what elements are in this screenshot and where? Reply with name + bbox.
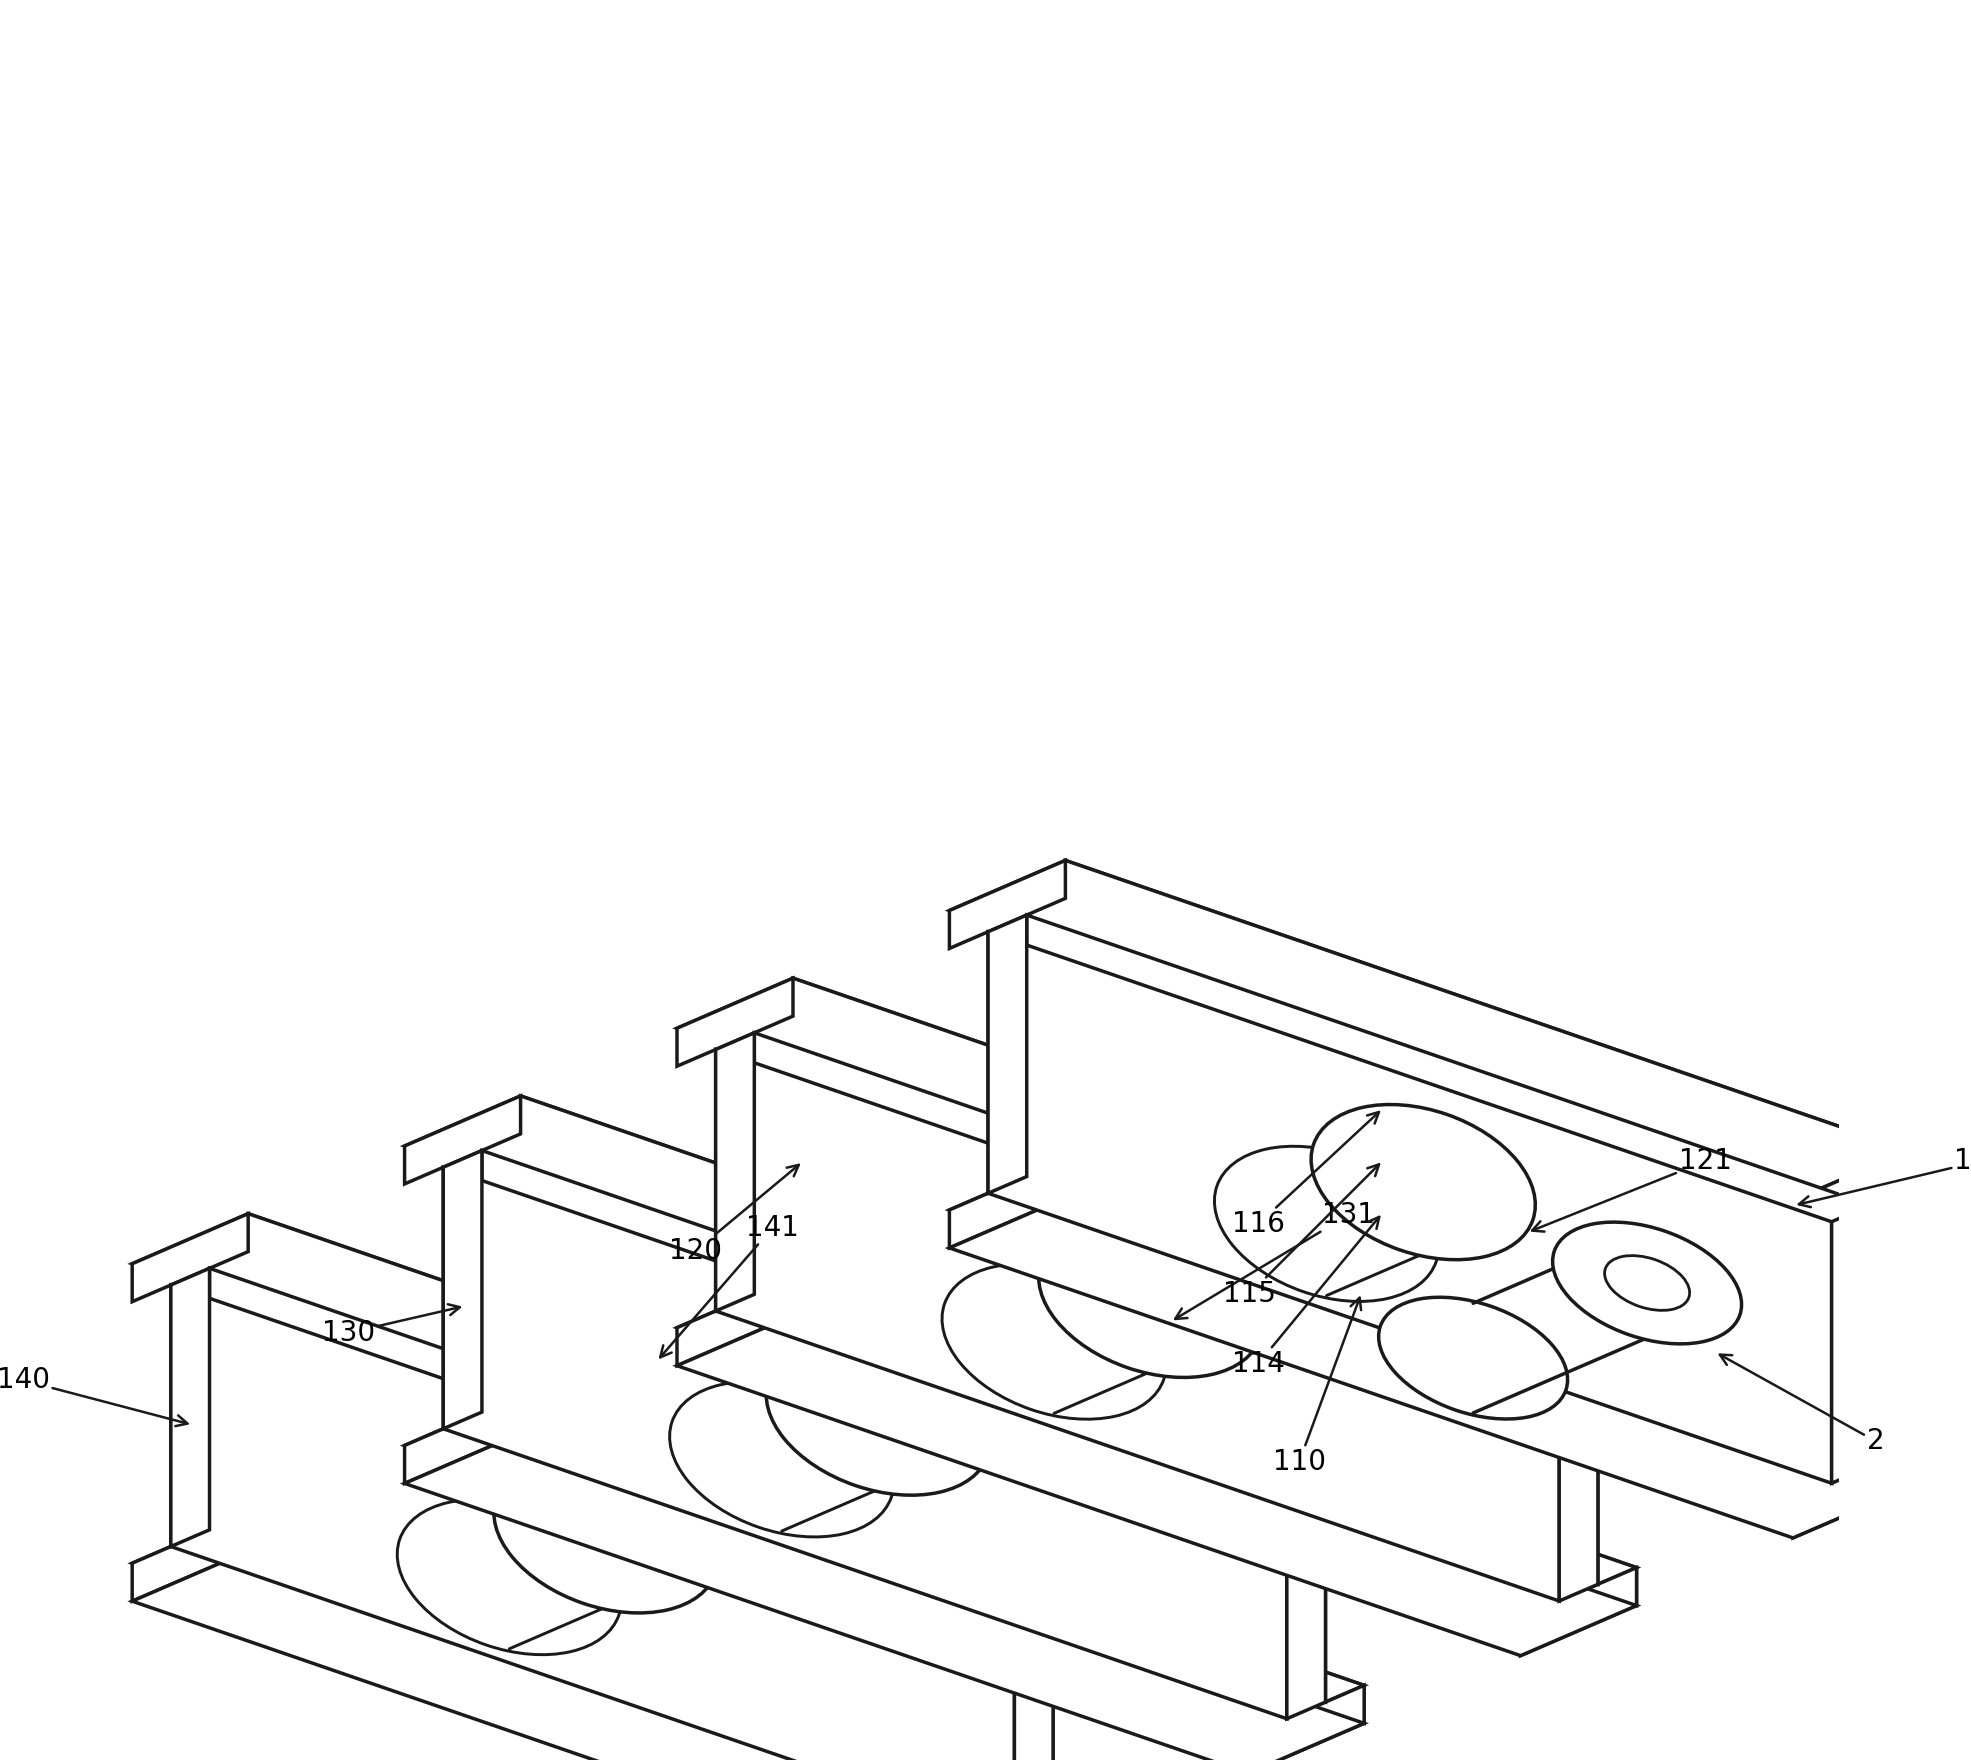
Polygon shape [715, 1049, 1559, 1601]
Polygon shape [676, 1278, 792, 1366]
Polygon shape [987, 933, 1831, 1483]
Text: 111: 111 [1800, 1148, 1971, 1208]
Ellipse shape [1553, 1222, 1742, 1343]
Polygon shape [404, 1395, 520, 1483]
Polygon shape [792, 1278, 1636, 1606]
Ellipse shape [1378, 1298, 1567, 1419]
Polygon shape [1248, 1386, 1364, 1474]
Text: 115: 115 [1222, 1164, 1380, 1308]
Ellipse shape [1311, 1105, 1535, 1261]
Polygon shape [132, 1513, 1092, 1763]
Polygon shape [132, 1213, 1092, 1553]
Polygon shape [404, 1097, 520, 1185]
Polygon shape [132, 1213, 248, 1301]
Text: 2: 2 [1721, 1354, 1884, 1454]
Ellipse shape [1214, 1146, 1439, 1301]
Polygon shape [950, 1160, 1910, 1500]
Polygon shape [520, 1097, 1364, 1425]
Polygon shape [950, 1197, 1910, 1537]
Text: 120: 120 [668, 1165, 798, 1266]
Polygon shape [1287, 1440, 1325, 1719]
Text: 114: 114 [1232, 1216, 1380, 1379]
Polygon shape [1027, 915, 1870, 1467]
Polygon shape [1831, 1206, 1870, 1483]
Polygon shape [404, 1395, 1364, 1735]
Ellipse shape [767, 1340, 991, 1495]
Polygon shape [404, 1433, 1364, 1763]
Polygon shape [171, 1268, 209, 1546]
Ellipse shape [1039, 1222, 1263, 1377]
Polygon shape [676, 1315, 1636, 1655]
Polygon shape [520, 1395, 1364, 1722]
Polygon shape [950, 1160, 1066, 1248]
Polygon shape [676, 978, 1636, 1319]
Ellipse shape [495, 1458, 717, 1613]
Text: 130: 130 [321, 1305, 459, 1347]
Polygon shape [483, 1151, 1325, 1701]
Polygon shape [950, 860, 1910, 1201]
Polygon shape [950, 860, 1066, 948]
Polygon shape [132, 1551, 1092, 1763]
Polygon shape [1066, 1160, 1910, 1488]
Polygon shape [987, 915, 1027, 1194]
Polygon shape [443, 1167, 1287, 1719]
Text: 110: 110 [1273, 1298, 1362, 1476]
Polygon shape [792, 978, 1636, 1306]
Polygon shape [976, 1504, 1092, 1592]
Ellipse shape [398, 1500, 621, 1655]
Polygon shape [1794, 1449, 1910, 1537]
Ellipse shape [1604, 1255, 1689, 1310]
Text: 121: 121 [1531, 1148, 1733, 1232]
Polygon shape [755, 1033, 1598, 1585]
Polygon shape [1066, 860, 1910, 1188]
Polygon shape [1248, 1685, 1364, 1763]
Polygon shape [132, 1513, 248, 1601]
Polygon shape [248, 1213, 1092, 1541]
Text: 141: 141 [660, 1213, 798, 1358]
Polygon shape [248, 1513, 1092, 1763]
Polygon shape [715, 1033, 755, 1312]
Text: 140: 140 [0, 1366, 187, 1426]
Polygon shape [1559, 1322, 1598, 1601]
Ellipse shape [670, 1382, 895, 1537]
Polygon shape [171, 1285, 1015, 1763]
Polygon shape [1794, 1151, 1910, 1238]
Polygon shape [1520, 1268, 1636, 1356]
Polygon shape [443, 1151, 483, 1428]
Text: 116: 116 [1232, 1112, 1380, 1238]
Polygon shape [1520, 1567, 1636, 1655]
Text: 131: 131 [1175, 1201, 1376, 1319]
Polygon shape [676, 978, 792, 1067]
Text: Fig. 1: Fig. 1 [889, 1680, 1031, 1724]
Polygon shape [1015, 1558, 1053, 1763]
Ellipse shape [942, 1264, 1167, 1419]
Polygon shape [209, 1268, 1053, 1763]
Polygon shape [404, 1097, 1364, 1437]
Polygon shape [676, 1278, 1636, 1618]
